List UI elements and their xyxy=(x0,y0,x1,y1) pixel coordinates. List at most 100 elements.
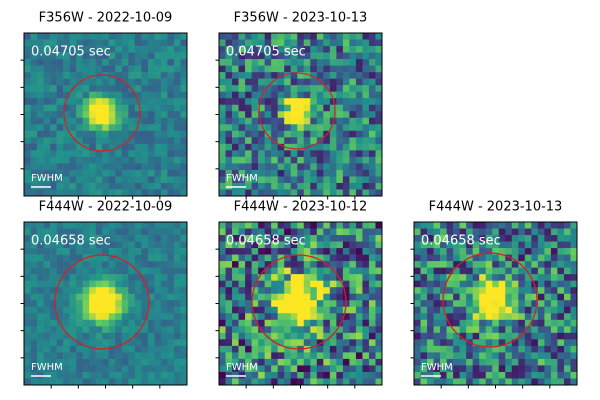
image-pixel xyxy=(258,91,265,99)
image-pixel xyxy=(37,137,44,145)
image-pixel xyxy=(141,378,149,386)
image-pixel xyxy=(303,345,311,353)
image-pixel xyxy=(43,72,51,79)
image-pixel xyxy=(89,176,97,184)
image-pixel xyxy=(76,280,83,288)
image-pixel xyxy=(82,111,90,119)
image-pixel xyxy=(440,352,447,360)
image-pixel xyxy=(50,189,57,197)
image-pixel xyxy=(95,33,103,40)
image-pixel xyxy=(336,313,344,321)
image-pixel xyxy=(251,235,259,242)
image-pixel xyxy=(284,371,292,379)
panel-title: F356W - 2023-10-13 xyxy=(234,11,368,26)
image-pixel xyxy=(219,117,226,125)
image-pixel xyxy=(37,293,44,301)
image-pixel xyxy=(362,222,370,229)
image-pixel xyxy=(76,124,83,132)
image-pixel xyxy=(349,313,357,321)
image-pixel xyxy=(368,345,376,353)
image-pixel xyxy=(414,280,421,288)
image-pixel xyxy=(336,300,344,308)
image-pixel xyxy=(147,313,155,321)
image-pixel xyxy=(316,248,324,255)
image-pixel xyxy=(43,46,51,53)
image-pixel xyxy=(219,345,226,353)
image-pixel xyxy=(414,287,421,295)
image-pixel xyxy=(128,287,136,295)
image-pixel xyxy=(238,222,246,229)
image-pixel xyxy=(232,339,239,347)
image-pixel xyxy=(414,378,421,386)
image-pixel xyxy=(89,287,97,295)
image-pixel xyxy=(342,124,350,132)
image-pixel xyxy=(128,130,136,138)
image-pixel xyxy=(479,293,487,301)
image-pixel xyxy=(128,300,136,308)
image-pixel xyxy=(570,319,578,327)
image-pixel xyxy=(134,85,142,92)
image-pixel xyxy=(141,176,149,184)
image-pixel xyxy=(24,345,31,353)
image-pixel xyxy=(329,228,337,236)
image-pixel xyxy=(95,143,103,151)
image-pixel xyxy=(173,280,181,288)
image-pixel xyxy=(102,300,110,308)
image-pixel xyxy=(160,235,168,242)
image-pixel xyxy=(297,143,305,151)
image-pixel xyxy=(82,235,90,242)
image-pixel xyxy=(375,378,383,386)
image-pixel xyxy=(329,222,337,229)
image-pixel xyxy=(485,248,493,255)
image-pixel xyxy=(524,339,532,347)
image-pixel xyxy=(102,85,110,92)
image-pixel xyxy=(251,378,259,386)
image-pixel xyxy=(570,241,578,249)
image-pixel xyxy=(232,280,239,288)
image-pixel xyxy=(505,274,513,281)
image-pixel xyxy=(303,137,311,145)
image-pixel xyxy=(76,326,83,334)
image-pixel xyxy=(173,104,181,112)
image-pixel xyxy=(316,313,324,321)
image-pixel xyxy=(342,72,350,79)
image-pixel xyxy=(173,306,181,314)
image-pixel xyxy=(329,176,337,184)
image-pixel xyxy=(362,313,370,321)
image-pixel xyxy=(440,248,447,255)
image-pixel xyxy=(30,235,38,242)
image-pixel xyxy=(498,365,506,373)
image-pixel xyxy=(63,137,70,145)
image-pixel xyxy=(375,241,383,249)
image-pixel xyxy=(446,293,454,301)
image-pixel xyxy=(238,33,246,40)
image-pixel xyxy=(323,326,331,334)
image-pixel xyxy=(50,222,57,229)
image-pixel xyxy=(251,345,259,353)
image-pixel xyxy=(121,358,129,366)
image-pixel xyxy=(141,267,149,275)
image-pixel xyxy=(323,189,331,197)
image-pixel xyxy=(167,235,175,242)
image-pixel xyxy=(342,104,350,112)
image-pixel xyxy=(505,241,513,249)
image-pixel xyxy=(108,143,116,151)
image-pixel xyxy=(108,117,116,125)
image-pixel xyxy=(108,130,116,138)
image-pixel xyxy=(329,72,337,79)
image-pixel xyxy=(297,306,305,314)
image-pixel xyxy=(498,300,506,308)
image-pixel xyxy=(505,371,513,379)
image-pixel xyxy=(245,65,252,73)
image-pixel xyxy=(323,85,331,92)
image-pixel xyxy=(518,339,526,347)
image-pixel xyxy=(342,78,350,86)
image-pixel xyxy=(225,352,233,360)
image-pixel xyxy=(277,39,285,47)
image-pixel xyxy=(238,358,246,366)
image-pixel xyxy=(342,182,350,190)
image-pixel xyxy=(414,248,421,255)
image-pixel xyxy=(37,150,44,158)
image-pixel xyxy=(63,339,70,347)
image-pixel xyxy=(329,65,337,73)
